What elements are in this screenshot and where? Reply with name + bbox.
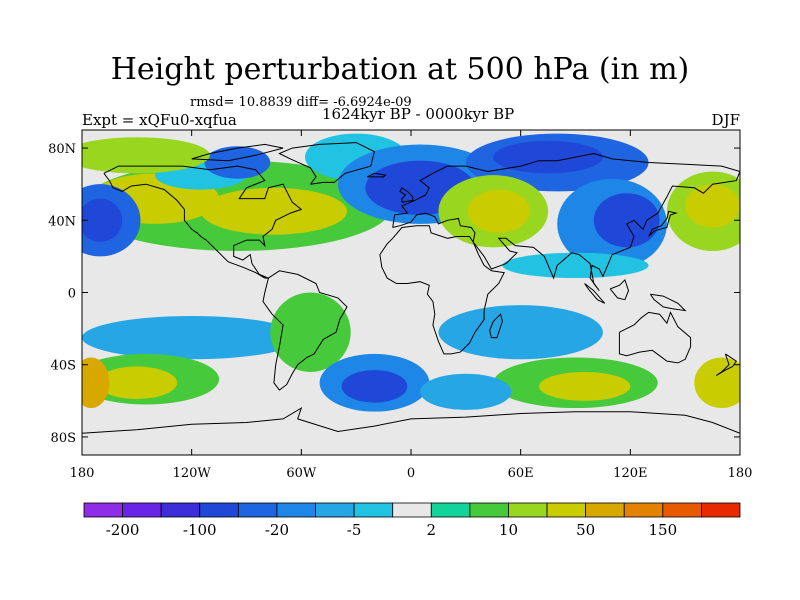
colorbar-swatch [160, 502, 201, 518]
colorbar-swatch [546, 502, 587, 518]
field-n-atlantic-olive [200, 187, 348, 235]
colorbar-label: 2 [427, 521, 437, 539]
colorbar-swatch [701, 502, 741, 518]
lon-tick-label: 180 [728, 466, 753, 481]
field-antarctic-band [82, 411, 740, 434]
colorbar-label: -20 [265, 521, 289, 539]
lon-tick-label: 120E [613, 466, 647, 481]
colorbar-swatch [353, 502, 394, 518]
colorbar-swatch [585, 502, 625, 518]
coast-japan [648, 210, 678, 237]
field-siberia-low-core [493, 140, 603, 174]
field-n-pacific-low-core [82, 198, 123, 242]
coast-madagascar [489, 313, 503, 339]
lat-tick-label: 40S [51, 359, 76, 374]
colorbar-swatch [122, 502, 162, 518]
colorbar-swatch [430, 502, 471, 518]
coast-africa [379, 225, 505, 355]
coast-new-zealand [715, 353, 737, 377]
colorbar-label: -200 [106, 521, 140, 539]
colorbar-swatch [315, 502, 355, 518]
colorbar-swatch [662, 502, 702, 518]
field-hudson-blue [204, 146, 271, 179]
coast-south-america [262, 270, 348, 391]
field-east-asia-low-core [593, 193, 660, 248]
colorbar-label: -5 [347, 521, 362, 539]
coast-eurasia [392, 152, 740, 292]
field-middle-east-high-core [467, 189, 530, 233]
coast-antarctica [82, 406, 740, 434]
coast-borneo [609, 278, 630, 301]
field-se-pacific-olive [694, 357, 740, 409]
field-tropics-band-e [502, 252, 649, 279]
colorbar-swatch [199, 502, 239, 518]
lat-tick-label: 80S [51, 431, 76, 446]
contour-fields [82, 130, 740, 455]
field-sw-pacific-olive [82, 357, 110, 409]
field-s-atlantic-low-core [341, 370, 408, 403]
field-arctic-green [82, 137, 210, 174]
coast-uk [399, 187, 414, 203]
field-nw-pacific-high-core [685, 184, 740, 228]
lat-tick-label: 0 [68, 287, 76, 302]
colorbar-swatch [469, 502, 509, 518]
field-s-pacific-olive [96, 366, 178, 400]
coastlines [82, 142, 740, 434]
lat-tick-label: 40N [48, 214, 76, 229]
colorbar-swatch [237, 502, 278, 518]
colorbar-swatch [392, 502, 432, 518]
coast-sumatra [584, 283, 606, 304]
coast-iceland [366, 172, 387, 178]
colorbar: -200 -100 -20 -5 2 10 50 150 [83, 502, 741, 539]
colorbar-swatch [508, 502, 548, 518]
colorbar-label: -100 [183, 521, 217, 539]
period-label: 1624kyr BP - 0000kyr BP [322, 105, 515, 123]
lon-tick-label: 0 [407, 466, 415, 481]
coast-arctic-islands [191, 143, 284, 162]
colorbar-swatch [276, 502, 316, 518]
season-label: DJF [711, 111, 740, 129]
stats-label: rmsd= 10.8839 diff= -6.6924e-09 [190, 95, 412, 110]
field-s-america-green [270, 292, 351, 372]
lon-tick-label: 60E [508, 466, 534, 481]
field-s-ocean-low [420, 373, 512, 410]
coast-greenland [278, 142, 375, 185]
colorbar-swatch [83, 502, 123, 518]
colorbar-label: 50 [576, 521, 595, 539]
experiment-label: Expt = xQFu0-xqfua [82, 111, 237, 129]
coast-north-america [103, 165, 303, 279]
figure-title: Height perturbation at 500 hPa (in m) [110, 52, 690, 87]
lon-tick-label: 60W [286, 466, 317, 481]
axis-ticks: 80N 40N 0 40S 80S 180 120W 60W 0 60E 120E 180 [48, 130, 752, 481]
field-s-indian-band [438, 305, 603, 360]
field-s-pacific-band [82, 315, 302, 360]
lat-tick-label: 80N [48, 142, 76, 157]
coast-new-guinea [649, 293, 687, 312]
colorbar-label: 150 [649, 521, 678, 539]
lon-tick-label: 180 [70, 466, 95, 481]
coast-australia [618, 311, 692, 364]
colorbar-swatch [623, 502, 664, 518]
field-s-indian-olive [538, 371, 631, 401]
lon-tick-label: 120W [173, 466, 212, 481]
colorbar-label: 10 [499, 521, 518, 539]
